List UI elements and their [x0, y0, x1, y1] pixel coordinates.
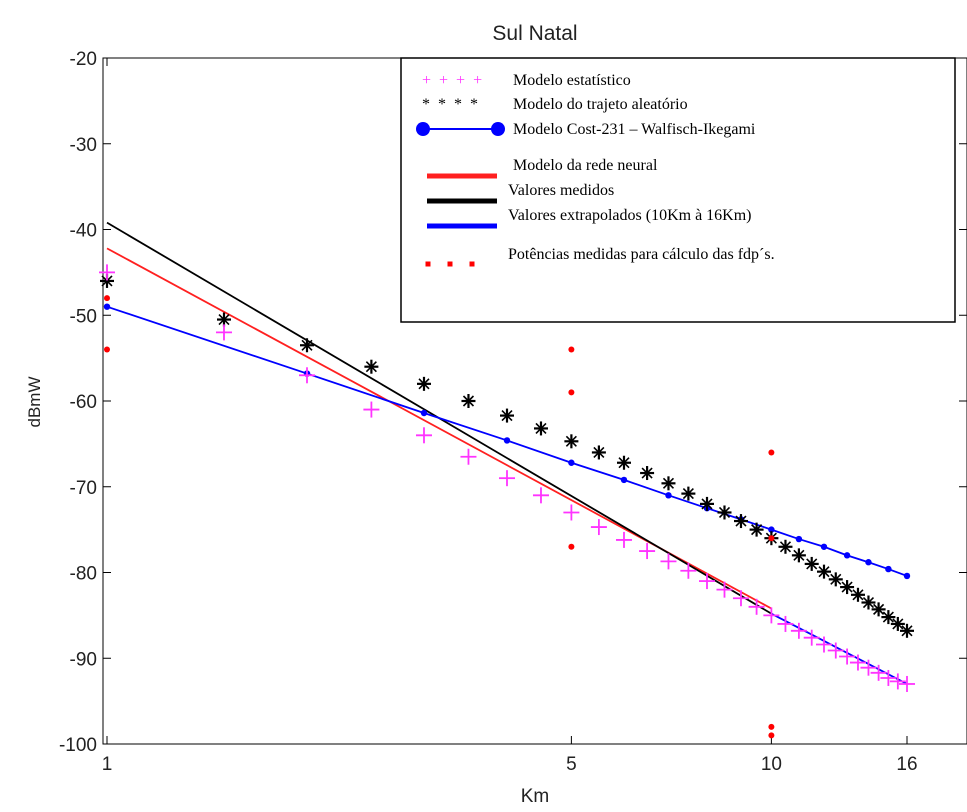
data-point-star-d2	[830, 573, 842, 585]
data-point-star-d2	[593, 446, 605, 459]
data-point-dot	[885, 565, 892, 573]
data-point-star-d2	[218, 313, 230, 326]
data-point-star-d2	[365, 361, 377, 373]
data-point-star-d2	[662, 477, 675, 489]
legend-marker	[416, 122, 430, 136]
legend-label: Modelo do trajeto aleatório	[513, 96, 688, 113]
data-point-dot	[665, 492, 672, 499]
legend-label: Valores medidos	[508, 182, 614, 199]
data-point-star-d2	[841, 581, 853, 593]
data-point-star-d2	[882, 611, 894, 623]
data-point-star-d2	[301, 339, 313, 351]
legend-item-1: * * * * Modelo do trajeto aleatório	[422, 96, 688, 113]
data-point-star-d2	[818, 566, 830, 578]
data-point-star-d2	[873, 603, 885, 615]
y-axis-ticks: -20 -30 -40 -50 -60 -70 -80 -90 -100	[59, 49, 967, 756]
legend-marker	[491, 122, 505, 136]
legend-label: Valores extrapolados (10Km à 16Km)	[508, 207, 752, 224]
data-point-dot	[620, 476, 628, 484]
data-point-red-dot	[768, 535, 775, 542]
data-point-star-d2	[892, 618, 904, 630]
data-point-dot	[903, 572, 911, 580]
data-point-star-d2	[641, 467, 653, 479]
data-point-star-d2	[101, 275, 113, 287]
legend-label: Potências medidas para cálculo das fdp´s…	[508, 246, 775, 263]
legend-item-4: Valores medidos	[427, 182, 614, 204]
legend-symbol: + + + +	[422, 72, 484, 89]
series-2	[103, 303, 911, 580]
legend-dot	[447, 261, 453, 267]
legend-label: Modelo da rede neural	[513, 157, 658, 174]
data-point-star-d2	[901, 625, 913, 637]
y-tick-label: -100	[59, 735, 97, 756]
data-point-dot	[103, 303, 111, 310]
data-point-red-dot	[568, 543, 575, 550]
data-point-star-d2	[618, 457, 630, 469]
data-point-star-d2	[852, 589, 864, 601]
data-point-star-d2	[779, 541, 792, 553]
legend-item-6: Potências medidas para cálculo das fdp´s…	[425, 246, 775, 267]
data-point-dot	[795, 535, 803, 543]
legend-label: Modelo Cost-231 – Walfisch-Ikegami	[513, 121, 756, 138]
y-tick-label: -60	[70, 392, 97, 413]
data-point-star-d2	[806, 558, 818, 570]
y-tick-label: -70	[70, 478, 97, 499]
data-point-dot	[843, 552, 851, 559]
legend-box	[400, 57, 956, 323]
data-point-red-dot	[768, 723, 775, 730]
data-point-star-d2	[501, 410, 513, 422]
data-point-dot	[503, 437, 511, 444]
y-tick-label: -80	[70, 564, 97, 585]
data-point-star-d2	[565, 435, 577, 447]
data-point-star-d2	[793, 549, 805, 561]
y-tick-label: -30	[70, 135, 97, 156]
data-point-red-dot	[768, 449, 775, 456]
data-point-dot	[768, 526, 775, 533]
legend-item-0: + + + + Modelo estatístico	[422, 72, 631, 89]
data-point-dot	[865, 559, 872, 566]
data-point-dot	[568, 459, 575, 466]
chart-title: Sul Natal	[492, 22, 577, 45]
data-point-red-dot	[104, 295, 110, 302]
data-point-star-d2	[535, 422, 547, 435]
y-tick-label: -40	[70, 221, 97, 242]
legend-items: + + + + Modelo estatístico * * * * Modelo d…	[416, 72, 775, 267]
data-point-star-d2	[462, 395, 475, 407]
data-point-red-dot	[768, 732, 775, 739]
series-1	[100, 273, 914, 638]
series-6	[104, 295, 775, 739]
legend-symbol: * * * *	[422, 96, 480, 113]
data-point-dot	[820, 543, 828, 550]
y-tick-label: -20	[70, 49, 97, 70]
legend-item-5: Valores extrapolados (10Km à 16Km)	[427, 207, 752, 229]
data-point-red-dot	[568, 389, 575, 396]
data-point-star-d2	[418, 378, 430, 390]
data-point-red-dot	[568, 346, 575, 353]
data-point-dot	[420, 409, 428, 417]
legend-item-2: Modelo Cost-231 – Walfisch-Ikegami	[416, 121, 756, 138]
y-axis-label: dBmW	[25, 377, 44, 428]
data-point-star-d2	[682, 488, 694, 500]
legend-dot	[425, 261, 431, 267]
data-point-star-d2	[735, 515, 747, 527]
y-tick-label: -90	[70, 649, 97, 670]
legend-item-3: Modelo da rede neural	[427, 157, 658, 179]
legend-dot	[469, 261, 475, 267]
x-tick-label: 16	[896, 754, 917, 775]
legend-label: Modelo estatístico	[513, 72, 631, 89]
data-point-star-d2	[751, 524, 763, 536]
series-layer	[99, 221, 915, 739]
data-point-star-d2	[718, 506, 731, 519]
x-tick-label: 10	[761, 754, 782, 775]
x-tick-label: 1	[102, 754, 113, 775]
data-point-star-d2	[701, 498, 713, 510]
x-axis-label: Km	[521, 786, 550, 807]
data-point-star-d2	[862, 596, 875, 609]
y-tick-label: -50	[70, 306, 97, 327]
data-point-red-dot	[104, 346, 110, 353]
legend: + + + + Modelo estatístico * * * * Modelo d…	[400, 57, 956, 323]
x-tick-label: 5	[566, 754, 577, 775]
series-0	[99, 264, 915, 692]
